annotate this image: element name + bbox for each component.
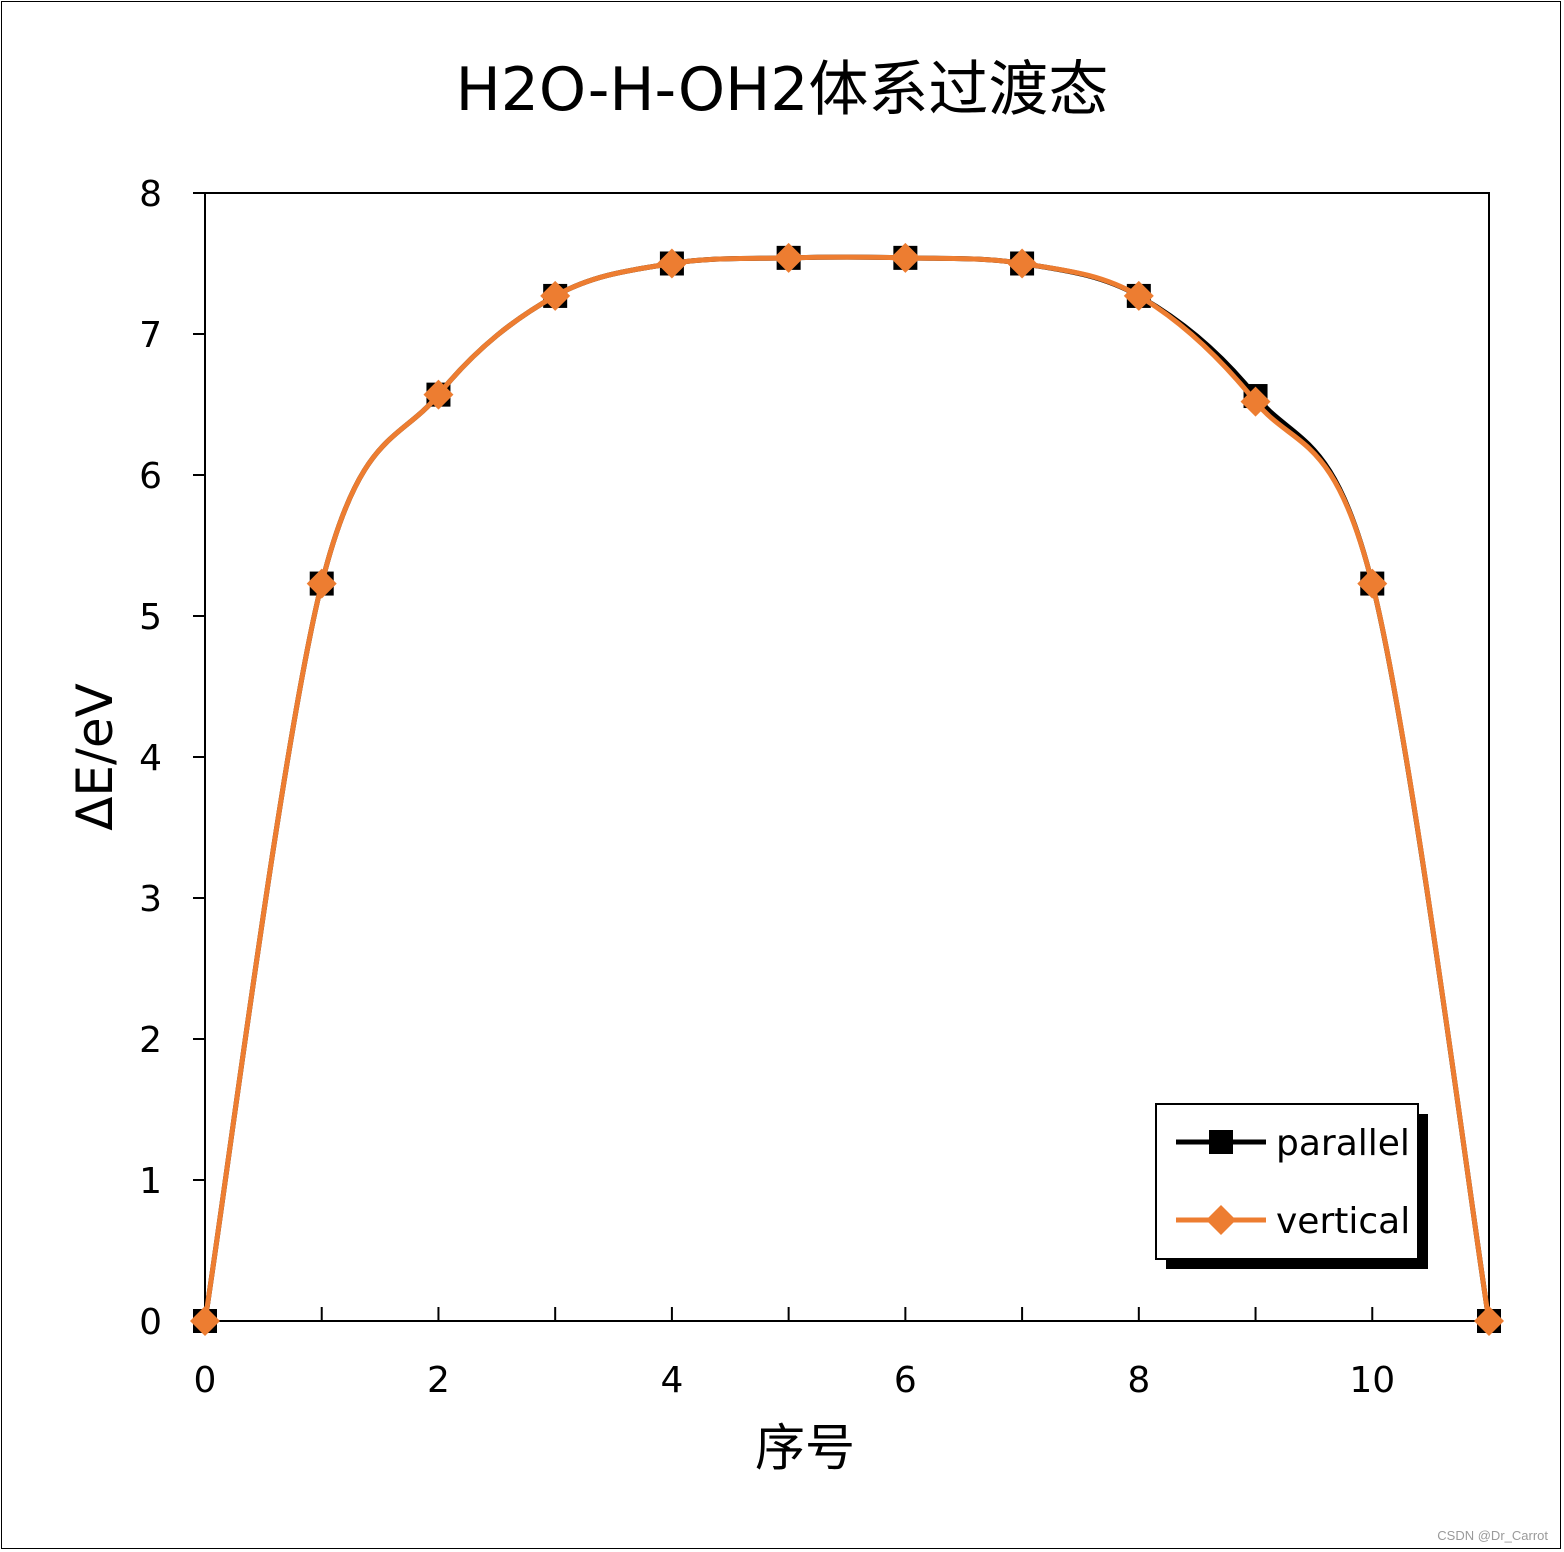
x-tick-label: 6 bbox=[894, 1360, 917, 1401]
data-point-vertical bbox=[1123, 280, 1154, 311]
x-axis-title: 序号 bbox=[755, 1419, 855, 1477]
data-point-vertical bbox=[1474, 1306, 1504, 1336]
series-layer bbox=[190, 242, 1504, 1336]
legend-marker-vertical bbox=[1206, 1205, 1236, 1235]
data-point-vertical bbox=[540, 280, 571, 311]
y-tick-label: 2 bbox=[139, 1020, 162, 1061]
y-axis-title: ΔE/eV bbox=[66, 683, 124, 831]
series-vertical bbox=[190, 242, 1504, 1336]
x-axis: 0 2 4 6 8 10 bbox=[194, 1307, 1490, 1401]
y-tick-label: 1 bbox=[139, 1161, 162, 1202]
data-point-vertical bbox=[656, 248, 687, 279]
data-point-vertical bbox=[773, 242, 804, 273]
y-axis: 0 1 2 3 4 5 6 7 8 bbox=[139, 174, 205, 1343]
legend-marker-parallel bbox=[1209, 1130, 1233, 1154]
x-tick-label: 4 bbox=[660, 1360, 683, 1401]
data-point-vertical bbox=[423, 379, 454, 410]
data-point-vertical bbox=[306, 568, 337, 599]
legend: parallel vertical bbox=[1155, 1103, 1428, 1269]
x-tick-label: 2 bbox=[427, 1360, 450, 1401]
x-tick-label: 8 bbox=[1127, 1360, 1150, 1401]
series-line-vertical bbox=[202, 254, 1492, 1322]
watermark: CSDN @Dr_Carrot bbox=[1437, 1528, 1548, 1543]
data-point-vertical bbox=[890, 242, 921, 273]
data-point-vertical bbox=[1007, 248, 1038, 279]
y-tick-label: 8 bbox=[139, 174, 162, 215]
y-tick-label: 5 bbox=[139, 597, 162, 638]
data-point-vertical bbox=[1240, 386, 1271, 417]
x-tick-label: 0 bbox=[194, 1360, 217, 1401]
legend-box bbox=[1155, 1103, 1419, 1260]
y-tick-label: 6 bbox=[139, 456, 162, 497]
chart-title: H2O-H-OH2体系过渡态 bbox=[456, 55, 1109, 125]
legend-label-vertical: vertical bbox=[1276, 1201, 1410, 1242]
x-tick-label: 10 bbox=[1349, 1360, 1395, 1401]
legend-label-parallel: parallel bbox=[1276, 1123, 1410, 1164]
y-tick-label: 4 bbox=[139, 738, 162, 779]
y-tick-label: 0 bbox=[139, 1302, 162, 1343]
data-point-vertical bbox=[1357, 568, 1388, 599]
data-point-vertical bbox=[190, 1306, 220, 1336]
y-tick-label: 7 bbox=[139, 315, 162, 356]
y-tick-label: 3 bbox=[139, 879, 162, 920]
